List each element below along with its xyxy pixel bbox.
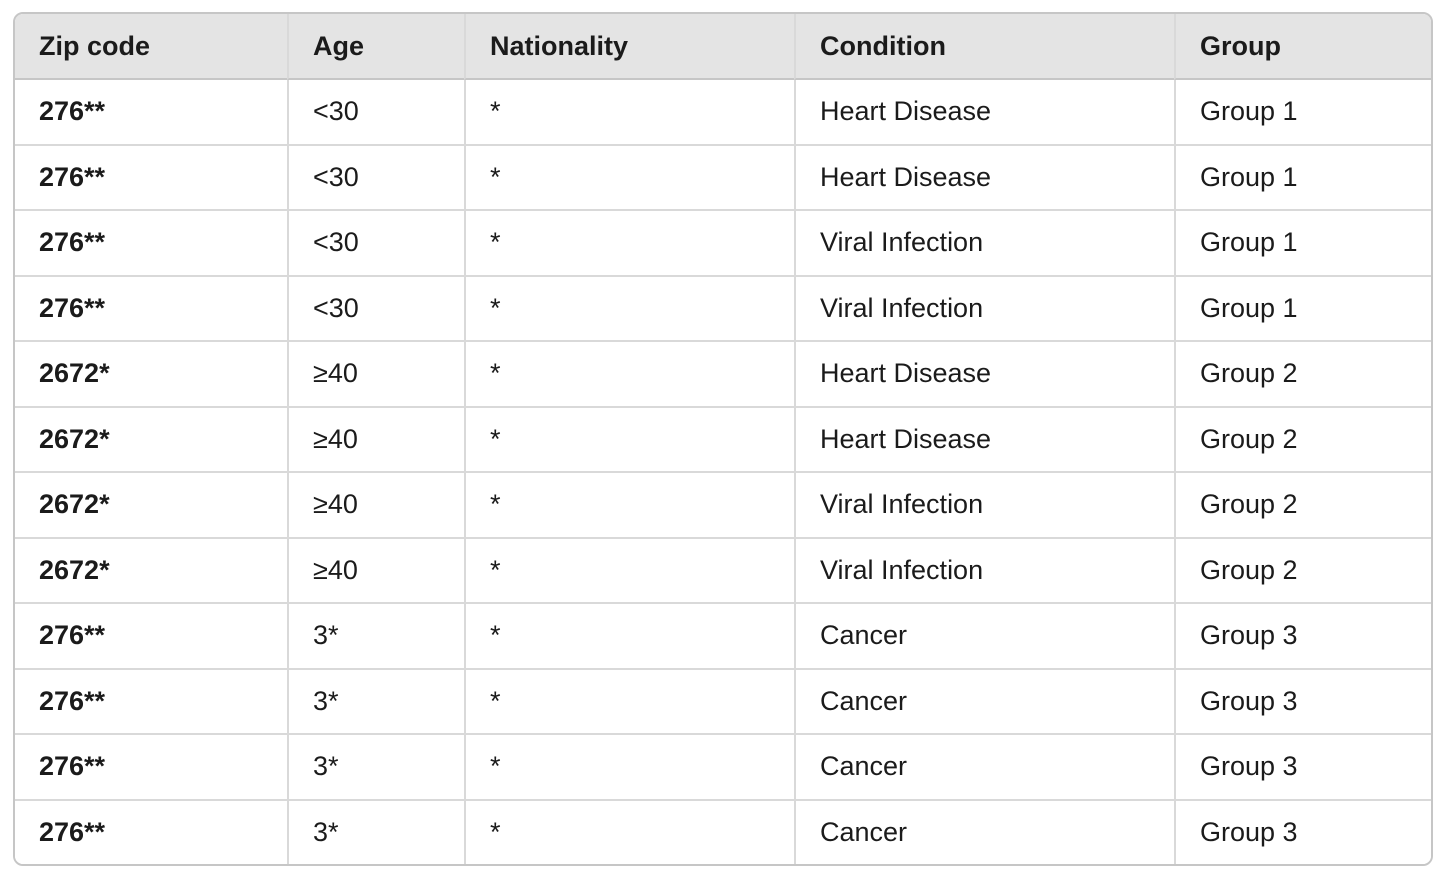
cell-group: Group 3 [1174, 733, 1431, 799]
cell-condition: Cancer [794, 602, 1174, 668]
table-row: 2672* ≥40 * Heart Disease Group 2 [15, 405, 1431, 471]
cell-nationality: * [464, 471, 794, 537]
cell-condition: Heart Disease [794, 143, 1174, 209]
cell-group: Group 1 [1174, 143, 1431, 209]
cell-nationality: * [464, 80, 794, 144]
cell-age: ≥40 [287, 471, 464, 537]
cell-nationality: * [464, 143, 794, 209]
cell-group: Group 3 [1174, 798, 1431, 864]
table-row: 276** <30 * Viral Infection Group 1 [15, 274, 1431, 340]
cell-age: <30 [287, 80, 464, 144]
cell-condition: Viral Infection [794, 274, 1174, 340]
table-row: 276** 3* * Cancer Group 3 [15, 667, 1431, 733]
table-body: 276** <30 * Heart Disease Group 1 276** <30 * He… [15, 80, 1431, 864]
cell-zip: 276** [15, 798, 287, 864]
cell-nationality: * [464, 209, 794, 275]
cell-zip: 276** [15, 209, 287, 275]
table-row: 276** 3* * Cancer Group 3 [15, 602, 1431, 668]
cell-nationality: * [464, 798, 794, 864]
cell-zip: 276** [15, 667, 287, 733]
cell-group: Group 3 [1174, 667, 1431, 733]
cell-nationality: * [464, 602, 794, 668]
table-row: 276** <30 * Heart Disease Group 1 [15, 143, 1431, 209]
cell-condition: Heart Disease [794, 405, 1174, 471]
column-header-age: Age [287, 14, 464, 80]
cell-age: <30 [287, 274, 464, 340]
anonymized-patient-table: Zip code Age Nationality Condition Group 276… [13, 12, 1433, 866]
cell-condition: Cancer [794, 798, 1174, 864]
cell-group: Group 1 [1174, 209, 1431, 275]
cell-group: Group 1 [1174, 80, 1431, 144]
cell-zip: 276** [15, 80, 287, 144]
cell-group: Group 1 [1174, 274, 1431, 340]
cell-nationality: * [464, 274, 794, 340]
table-row: 276** 3* * Cancer Group 3 [15, 798, 1431, 864]
header-row: Zip code Age Nationality Condition Group [15, 14, 1431, 80]
cell-condition: Heart Disease [794, 340, 1174, 406]
cell-condition: Cancer [794, 733, 1174, 799]
cell-zip: 2672* [15, 536, 287, 602]
cell-zip: 276** [15, 143, 287, 209]
column-header-zip: Zip code [15, 14, 287, 80]
cell-nationality: * [464, 536, 794, 602]
cell-group: Group 2 [1174, 536, 1431, 602]
cell-nationality: * [464, 405, 794, 471]
cell-zip: 276** [15, 602, 287, 668]
cell-condition: Cancer [794, 667, 1174, 733]
cell-group: Group 2 [1174, 405, 1431, 471]
cell-age: 3* [287, 667, 464, 733]
cell-age: ≥40 [287, 340, 464, 406]
table-header: Zip code Age Nationality Condition Group [15, 14, 1431, 80]
cell-age: 3* [287, 602, 464, 668]
table-row: 276** 3* * Cancer Group 3 [15, 733, 1431, 799]
cell-condition: Viral Infection [794, 536, 1174, 602]
cell-group: Group 2 [1174, 471, 1431, 537]
table-row: 2672* ≥40 * Heart Disease Group 2 [15, 340, 1431, 406]
cell-age: <30 [287, 143, 464, 209]
cell-age: ≥40 [287, 536, 464, 602]
cell-zip: 2672* [15, 471, 287, 537]
cell-zip: 276** [15, 274, 287, 340]
cell-nationality: * [464, 667, 794, 733]
cell-condition: Viral Infection [794, 471, 1174, 537]
cell-age: 3* [287, 733, 464, 799]
cell-condition: Heart Disease [794, 80, 1174, 144]
table-row: 2672* ≥40 * Viral Infection Group 2 [15, 471, 1431, 537]
cell-zip: 2672* [15, 405, 287, 471]
cell-condition: Viral Infection [794, 209, 1174, 275]
table-row: 2672* ≥40 * Viral Infection Group 2 [15, 536, 1431, 602]
cell-zip: 276** [15, 733, 287, 799]
cell-age: <30 [287, 209, 464, 275]
cell-nationality: * [464, 340, 794, 406]
cell-age: 3* [287, 798, 464, 864]
table-row: 276** <30 * Viral Infection Group 1 [15, 209, 1431, 275]
column-header-group: Group [1174, 14, 1431, 80]
table-row: 276** <30 * Heart Disease Group 1 [15, 80, 1431, 144]
k-anonymity-table: Zip code Age Nationality Condition Group 276… [15, 14, 1431, 864]
cell-group: Group 2 [1174, 340, 1431, 406]
cell-zip: 2672* [15, 340, 287, 406]
cell-group: Group 3 [1174, 602, 1431, 668]
column-header-condition: Condition [794, 14, 1174, 80]
cell-nationality: * [464, 733, 794, 799]
column-header-nationality: Nationality [464, 14, 794, 80]
cell-age: ≥40 [287, 405, 464, 471]
